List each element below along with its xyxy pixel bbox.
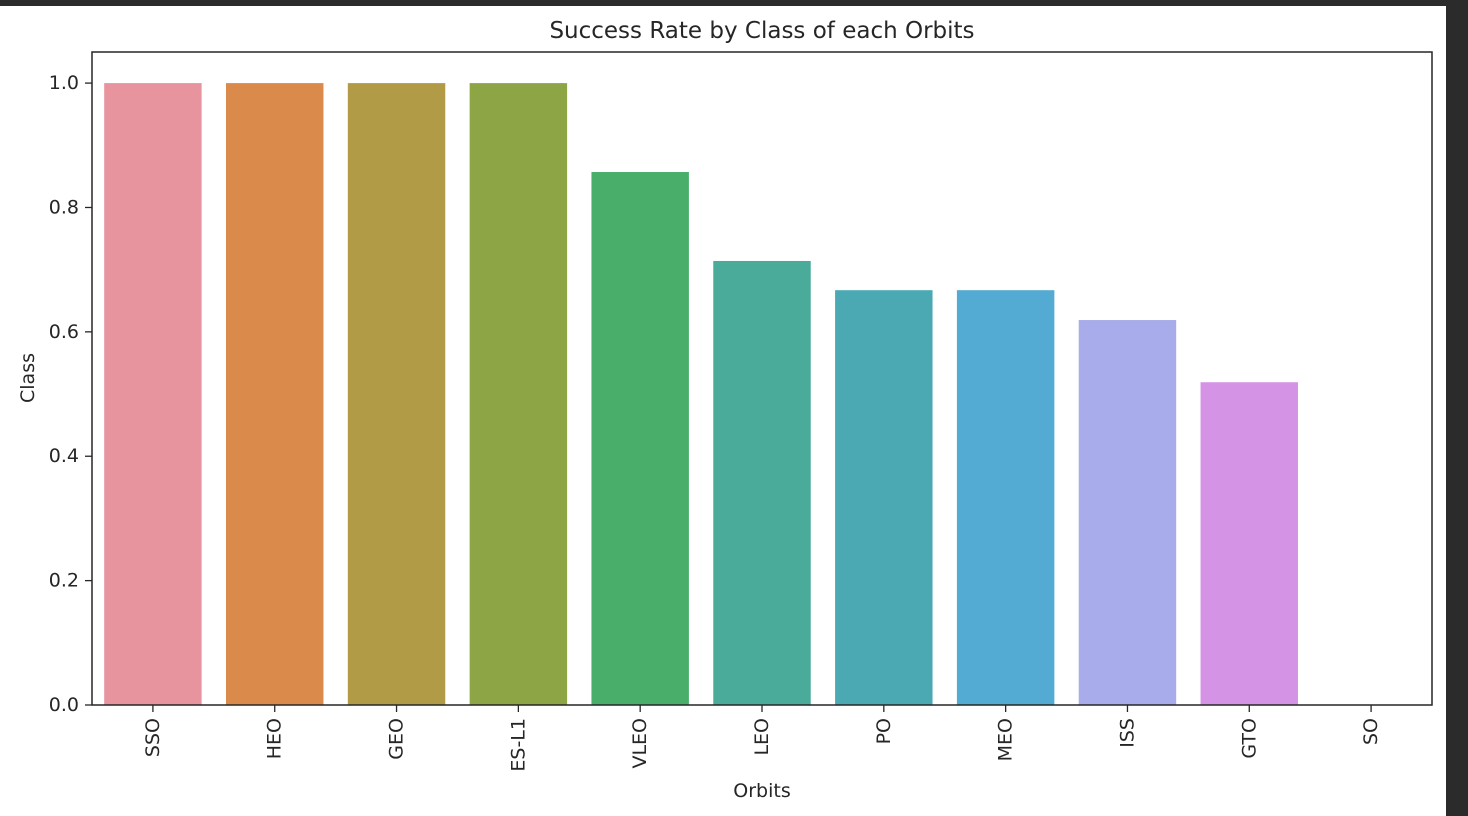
- bar-es-l1: [469, 83, 568, 706]
- chart-title: Success Rate by Class of each Orbits: [549, 18, 974, 44]
- x-axis-ticks: SSO HEO GEO ES-L1 VLEO LEO PO MEO ISS GTO SO: [142, 705, 1382, 772]
- bar-chart: Success Rate by Class of each Orbits 0.0…: [17, 18, 1433, 802]
- x-tick-label: LEO: [751, 718, 773, 756]
- x-axis-title: Orbits: [733, 780, 790, 802]
- x-tick-label: HEO: [264, 718, 286, 759]
- x-tick-label: SO: [1360, 718, 1382, 745]
- y-tick-label: 0.0: [49, 694, 79, 716]
- y-tick-label: 0.2: [49, 570, 79, 592]
- bar-po: [835, 290, 933, 705]
- y-tick-label: 0.8: [49, 196, 79, 218]
- bar-vleo: [591, 172, 689, 706]
- bar-sso: [104, 83, 202, 706]
- bar-meo: [956, 290, 1055, 705]
- x-tick-label: SSO: [142, 718, 164, 757]
- x-tick-label: VLEO: [629, 718, 651, 769]
- x-tick-label: GTO: [1238, 718, 1260, 759]
- bar-leo: [713, 260, 811, 705]
- chart-figure: Success Rate by Class of each Orbits 0.0…: [0, 6, 1446, 816]
- bar-iss: [1078, 320, 1177, 705]
- y-axis-ticks: 0.0 0.2 0.4 0.6 0.8 1.0: [49, 72, 92, 716]
- y-axis-title: Class: [17, 353, 39, 403]
- bar-heo: [226, 83, 324, 706]
- y-tick-label: 0.4: [49, 445, 79, 467]
- x-tick-label: MEO: [995, 718, 1017, 761]
- bars-group: [104, 83, 1298, 706]
- x-tick-label: PO: [873, 718, 895, 744]
- x-tick-label: GEO: [386, 718, 408, 760]
- bar-gto: [1200, 382, 1298, 705]
- y-tick-label: 1.0: [49, 72, 79, 94]
- bar-geo: [347, 83, 446, 706]
- x-tick-label: ES-L1: [507, 718, 529, 772]
- x-tick-label: ISS: [1116, 718, 1138, 748]
- y-tick-label: 0.6: [49, 321, 79, 343]
